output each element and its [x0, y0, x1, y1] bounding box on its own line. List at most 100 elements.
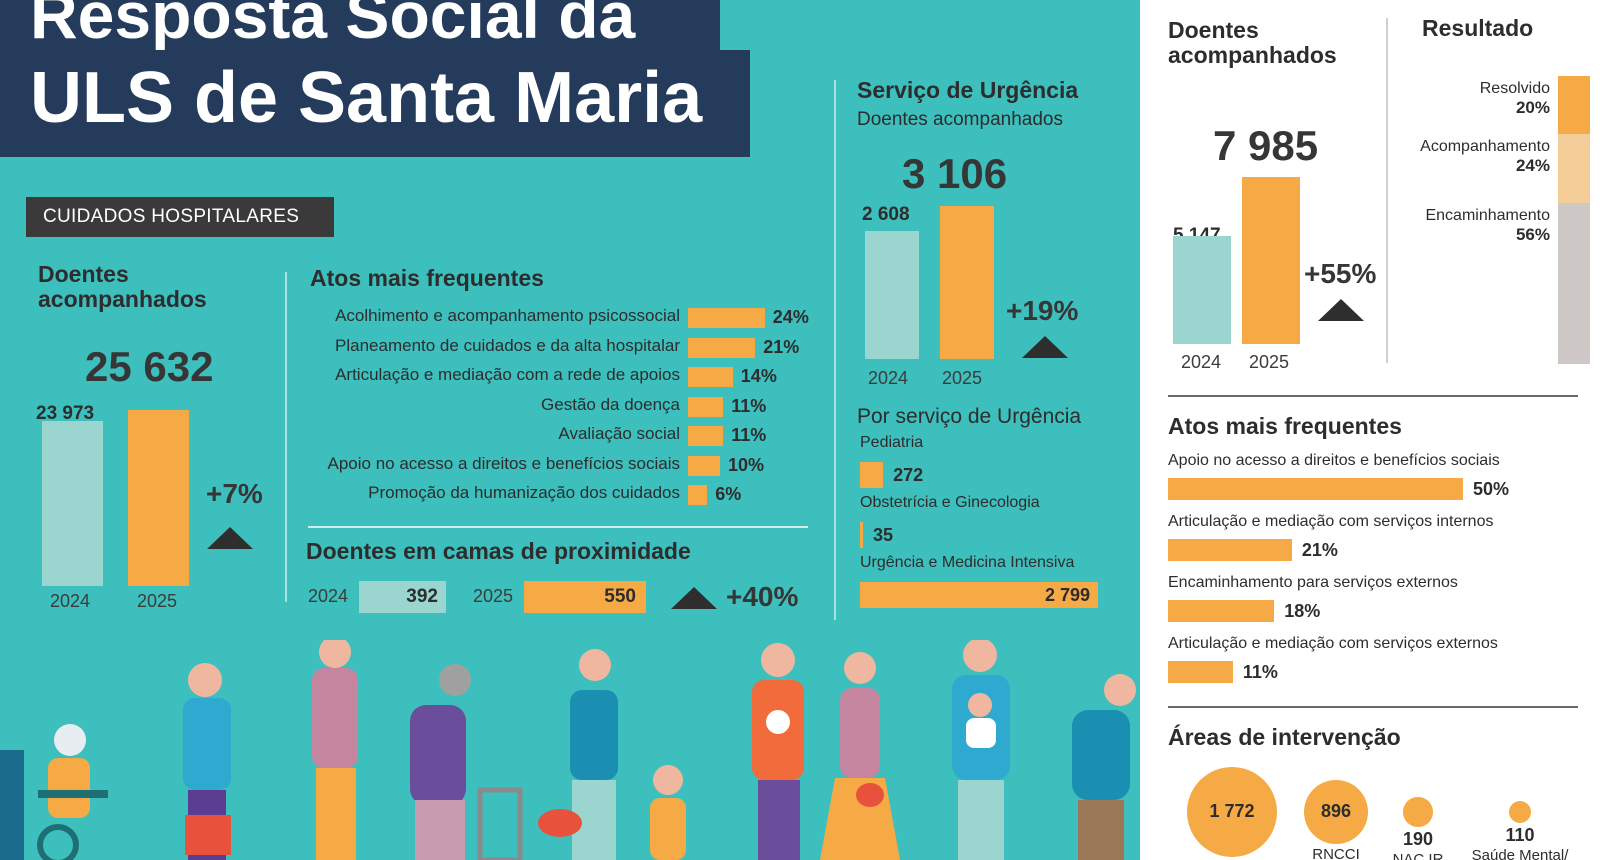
hospital-bar-2024 [42, 421, 103, 586]
service-bar [860, 582, 1098, 608]
act-label: Promoção da humanização dos cuidados [368, 483, 680, 502]
result-stacked-bar: Resolvido 20% Acompanhamento 24% Encaminhame… [1380, 76, 1590, 364]
act-pct: 14% [740, 366, 777, 386]
hospital-acts-chart: Acolhimento e acompanhamento psicossocia… [290, 306, 820, 516]
proximity-change: +40% [726, 581, 799, 612]
panel-act-label: Articulação e mediação com serviços inte… [1168, 513, 1494, 530]
urgency-2024-value: 2 608 [862, 204, 910, 225]
result-label: Acompanhamento [1420, 137, 1550, 155]
urgency-subtitle: Doentes acompanhados [857, 109, 1063, 130]
service-value: 2 799 [1044, 585, 1090, 605]
hospital-bar-2025 [128, 410, 189, 586]
act-label: Apoio no acesso a direitos e benefícios … [327, 453, 680, 473]
service-value: 272 [893, 465, 924, 485]
area-bubble [1187, 767, 1277, 857]
service-value: 35 [873, 525, 894, 545]
hospital-2024-value: 23 973 [36, 403, 95, 424]
panel-act-label: Articulação e mediação com serviços exte… [1168, 635, 1498, 652]
service-bar [860, 522, 863, 548]
area-label: NAC IR [1392, 850, 1444, 860]
increase-arrow-icon [1022, 336, 1068, 358]
panel-act-bar [1168, 600, 1275, 622]
act-label: Acolhimento e acompanhamento psicossocia… [335, 306, 680, 325]
increase-arrow-icon [671, 587, 717, 609]
panel-patients-title: Doentes acompanhados [1168, 17, 1337, 68]
panel-bar-2024 [1173, 236, 1231, 344]
act-label: Articulação e mediação com a rede de apo… [335, 365, 680, 384]
divider [1386, 18, 1388, 363]
panel-act-pct: 50% [1473, 479, 1510, 499]
act-bar [688, 485, 708, 505]
act-pct: 10% [728, 454, 765, 475]
proximity-2025-value: 550 [604, 586, 636, 607]
title-line-2: ULS de Santa Maria [0, 50, 750, 157]
act-pct: 21% [763, 336, 800, 357]
urgency-year-2025: 2025 [942, 368, 983, 388]
hospital-year-2024: 2024 [50, 591, 91, 611]
areas-bubble-chart: 1 772Assistência896RNCCI190NAC IR110Saúd… [1168, 760, 1588, 860]
hospital-year-2025: 2025 [137, 591, 178, 611]
urgency-bar-2025 [940, 206, 994, 359]
divider [1168, 706, 1578, 708]
area-bubble [1508, 800, 1532, 824]
section-tag: CUIDADOS HOSPITALARES [26, 197, 334, 237]
area-label: RNCCI [1312, 845, 1360, 860]
panel-acts-title: Atos mais frequentes [1168, 413, 1402, 439]
act-bar [688, 426, 724, 446]
result-pct: 20% [1515, 98, 1550, 117]
panel-acts-chart: Apoio no acesso a direitos e benefícios … [1168, 452, 1588, 692]
urgency-year-2024: 2024 [868, 368, 909, 388]
act-bar [688, 396, 724, 417]
result-label: Resolvido [1479, 80, 1550, 97]
people-illustration [0, 640, 1140, 860]
result-pct: 56% [1515, 224, 1550, 244]
area-bubble [1304, 780, 1368, 844]
divider [308, 526, 808, 528]
service-label: Pediatria [860, 434, 924, 451]
result-label: Encaminhamento [1425, 206, 1550, 224]
act-label: Gestão da doença [541, 394, 680, 414]
hospital-patients-title: Doentes acompanhados [38, 261, 207, 312]
divider [834, 80, 836, 620]
proximity-bar-2024: 392 [359, 581, 446, 613]
divider [285, 272, 287, 602]
proximity-title: Doentes em camas de proximidade [306, 538, 691, 564]
service-label: Obstetrícia e Ginecologia [860, 494, 1040, 511]
act-pct: 11% [731, 425, 767, 445]
panel-act-bar [1168, 661, 1233, 683]
urgency-services-chart: Pediatria 272 Obstetrícia e Ginecologia 35 U… [860, 434, 1110, 614]
areas-title: Áreas de intervenção [1168, 724, 1401, 750]
proximity-bar-2025: 550 [524, 581, 646, 613]
proximity-2024-value: 392 [406, 586, 438, 607]
act-pct: 6% [715, 484, 742, 504]
panel-act-pct: 11% [1242, 662, 1278, 682]
result-title: Resultado [1422, 15, 1534, 41]
area-value: 110 [1505, 825, 1535, 846]
title-line-1: Resposta Social da [0, 0, 720, 50]
urgency-bar-2024 [865, 230, 919, 359]
act-bar [688, 337, 756, 358]
service-bar [860, 462, 884, 488]
result-segment [1558, 133, 1590, 203]
act-bar [688, 367, 733, 387]
panel-act-pct: 21% [1301, 540, 1338, 560]
panel-act-pct: 18% [1284, 601, 1321, 621]
panel-bar-2025 [1242, 177, 1300, 344]
act-label: Planeamento de cuidados e da alta hospit… [335, 335, 680, 355]
urgency-total: 3 106 [902, 150, 1008, 197]
right-panel [1140, 0, 1600, 860]
panel-year-2024: 2024 [1181, 352, 1222, 372]
result-pct: 24% [1515, 155, 1550, 175]
area-value: 896 [1320, 801, 1352, 821]
hospital-acts-title: Atos mais frequentes [310, 265, 544, 291]
panel-act-bar [1168, 539, 1292, 561]
service-label: Urgência e Medicina Intensiva [860, 554, 1075, 571]
hospital-total: 25 632 [85, 343, 214, 390]
act-bar [688, 455, 720, 476]
urgency-change: +19% [1006, 295, 1079, 326]
proximity-2024-label: 2024 [308, 586, 349, 606]
panel-act-label: Encaminhamento para serviços externos [1168, 574, 1458, 591]
proximity-2025-label: 2025 [473, 586, 514, 606]
panel-change: +55% [1304, 258, 1377, 289]
urgency-by-service-title: Por serviço de Urgência [857, 405, 1082, 428]
